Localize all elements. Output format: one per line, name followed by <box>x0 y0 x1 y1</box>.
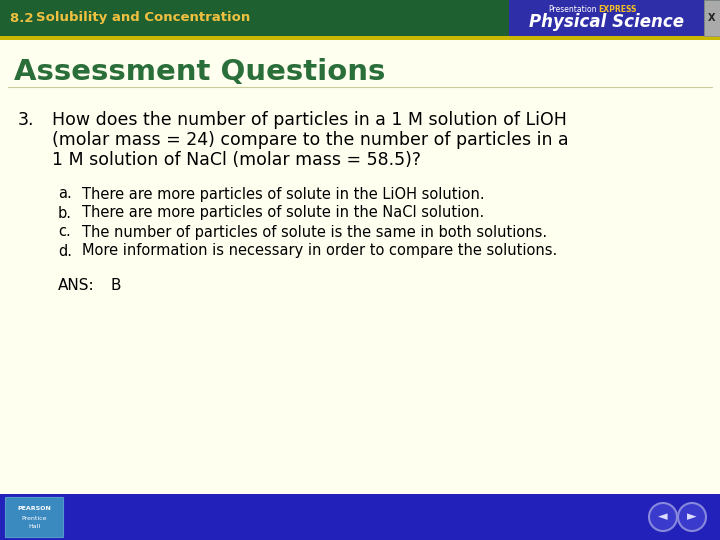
Text: More information is necessary in order to compare the solutions.: More information is necessary in order t… <box>82 244 557 259</box>
Text: EXPRESS: EXPRESS <box>598 4 637 14</box>
Text: d.: d. <box>58 244 72 259</box>
Text: ►: ► <box>687 510 697 523</box>
Circle shape <box>678 503 706 531</box>
Text: X: X <box>708 13 716 23</box>
Text: Assessment Questions: Assessment Questions <box>14 58 385 86</box>
Bar <box>5 497 63 537</box>
Text: ANS:: ANS: <box>58 279 94 294</box>
Bar <box>704 0 720 36</box>
Text: PEARSON: PEARSON <box>17 505 51 510</box>
Bar <box>509 0 704 36</box>
Text: Physical Science: Physical Science <box>529 13 684 31</box>
Text: Prentice: Prentice <box>22 516 47 521</box>
Text: a.: a. <box>58 186 72 201</box>
Text: (molar mass = 24) compare to the number of particles in a: (molar mass = 24) compare to the number … <box>52 131 569 149</box>
Circle shape <box>649 503 677 531</box>
Text: 1 M solution of NaCl (molar mass = 58.5)?: 1 M solution of NaCl (molar mass = 58.5)… <box>52 151 421 169</box>
Text: c.: c. <box>58 225 71 240</box>
Text: The number of particles of solute is the same in both solutions.: The number of particles of solute is the… <box>82 225 547 240</box>
Text: b.: b. <box>58 206 72 220</box>
Text: Presentation: Presentation <box>548 4 596 14</box>
Text: B: B <box>110 279 120 294</box>
Text: 3.: 3. <box>18 111 35 129</box>
Text: There are more particles of solute in the NaCl solution.: There are more particles of solute in th… <box>82 206 485 220</box>
Text: ◄: ◄ <box>658 510 668 523</box>
Bar <box>0 36 720 40</box>
Bar <box>0 494 720 540</box>
Text: There are more particles of solute in the LiOH solution.: There are more particles of solute in th… <box>82 186 485 201</box>
Text: 8.2: 8.2 <box>10 11 38 24</box>
Text: Solubility and Concentration: Solubility and Concentration <box>36 11 251 24</box>
Bar <box>0 0 720 36</box>
Text: Hall: Hall <box>28 524 40 530</box>
Text: How does the number of particles in a 1 M solution of LiOH: How does the number of particles in a 1 … <box>52 111 567 129</box>
